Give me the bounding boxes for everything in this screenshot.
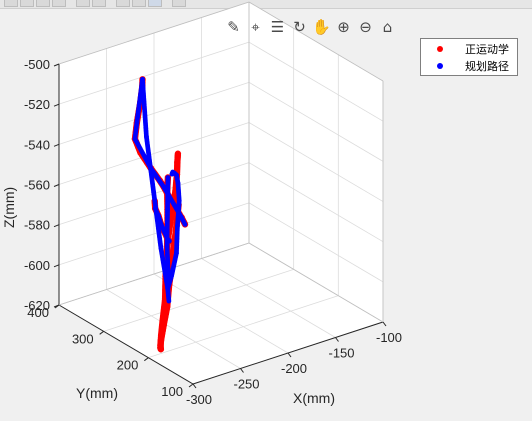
x-tick-label: -100 bbox=[376, 330, 402, 345]
series-2 bbox=[132, 76, 188, 304]
box-edge bbox=[58, 1, 250, 65]
x-tick-mark bbox=[192, 383, 197, 389]
y-tick-label: 300 bbox=[72, 331, 94, 346]
toolbar-button[interactable] bbox=[52, 0, 66, 7]
z-tick-label: -520 bbox=[24, 97, 50, 112]
axes-toolbar: ✎ ⌖ ☰ ↻ ✋ ⊕ ⊖ ⌂ bbox=[224, 16, 397, 38]
toolbar-button[interactable] bbox=[132, 0, 146, 7]
toolbar-button[interactable] bbox=[36, 0, 50, 7]
data-point bbox=[166, 298, 172, 304]
box-edge bbox=[58, 242, 250, 306]
y-tick-label: 200 bbox=[117, 358, 139, 373]
brush-icon[interactable]: ✎ bbox=[227, 18, 240, 36]
home-icon[interactable]: ⌂ bbox=[382, 18, 393, 36]
grid-line bbox=[148, 295, 339, 359]
data-points bbox=[131, 76, 189, 353]
x-tick-mark bbox=[287, 352, 292, 358]
data-point bbox=[165, 286, 171, 292]
y-tick-mark bbox=[188, 383, 194, 388]
y-tick-mark bbox=[99, 330, 104, 335]
x-tick-mark bbox=[382, 321, 387, 327]
legend-item: 正运动学 bbox=[421, 41, 517, 57]
grid-line bbox=[58, 81, 250, 145]
data-point bbox=[166, 281, 171, 287]
toolbar-button[interactable] bbox=[172, 0, 186, 7]
legend-label: 规划路径 bbox=[465, 60, 509, 73]
z-tick-mark bbox=[53, 143, 60, 147]
axes-box bbox=[58, 1, 384, 385]
rotate-3d-icon[interactable]: ↻ bbox=[293, 18, 306, 36]
grid-line bbox=[58, 122, 250, 185]
z-axis-label: Z(mm) bbox=[1, 187, 17, 228]
legend[interactable]: 正运动学 规划路径 bbox=[420, 38, 518, 76]
legend-marker bbox=[437, 46, 443, 52]
x-tick-label: -300 bbox=[186, 392, 212, 407]
z-tick-label: -620 bbox=[24, 298, 50, 313]
tick-labels: -300 -250 -200 -150 -100 100 200 300 400-620 -600… bbox=[24, 57, 402, 407]
legend-item: 规划路径 bbox=[421, 58, 517, 74]
legend-label: 正运动学 bbox=[465, 43, 509, 56]
z-tick-label: -500 bbox=[24, 57, 50, 72]
legend-marker bbox=[437, 63, 443, 69]
y-axis-line bbox=[58, 304, 194, 385]
z-tick-label: -600 bbox=[24, 258, 50, 273]
z-tick-mark bbox=[53, 224, 60, 228]
toolbar-button[interactable] bbox=[76, 0, 90, 7]
axes-panes bbox=[59, 2, 383, 384]
y-tick-label: 100 bbox=[161, 384, 183, 399]
x-tick-label: -200 bbox=[281, 361, 307, 376]
x-tick-label: -250 bbox=[233, 377, 259, 392]
grid-line bbox=[58, 41, 250, 105]
toolbar-button[interactable] bbox=[4, 0, 18, 7]
grid-line bbox=[248, 41, 384, 122]
pan-icon[interactable]: ✋ bbox=[312, 18, 331, 36]
toolbar-button[interactable] bbox=[20, 0, 34, 7]
zoom-out-icon[interactable]: ⊖ bbox=[359, 18, 372, 36]
grid-line bbox=[106, 289, 241, 369]
grid-line bbox=[248, 81, 384, 162]
z-tick-mark bbox=[53, 184, 60, 187]
data-point bbox=[174, 150, 182, 157]
z-tick-mark bbox=[53, 63, 60, 67]
x-tick-label: -150 bbox=[328, 346, 354, 361]
y-tick-mark bbox=[144, 357, 149, 362]
toolbar-button[interactable] bbox=[92, 0, 106, 7]
grid-line bbox=[248, 202, 384, 283]
x-tick-mark bbox=[335, 337, 339, 342]
grid-line bbox=[248, 162, 384, 243]
z-tick-label: -580 bbox=[24, 218, 50, 233]
grid-line bbox=[201, 258, 336, 338]
box-edge bbox=[248, 1, 384, 82]
zoom-in-icon[interactable]: ⊕ bbox=[337, 18, 350, 36]
grid-line bbox=[153, 273, 289, 354]
figure-toolbar bbox=[0, 0, 532, 9]
y-tick-label: 400 bbox=[27, 305, 49, 320]
z-tick-mark bbox=[53, 103, 60, 107]
data-tips-icon[interactable]: ☰ bbox=[270, 18, 285, 36]
x-axis-label: X(mm) bbox=[293, 390, 335, 406]
x-tick-mark bbox=[240, 368, 244, 373]
grid-line bbox=[58, 202, 250, 266]
grid-line bbox=[248, 122, 384, 202]
z-tick-mark bbox=[53, 304, 60, 308]
grid-line bbox=[103, 268, 294, 332]
data-cursor-icon[interactable]: ⌖ bbox=[251, 18, 260, 36]
z-tick-label: -540 bbox=[24, 137, 50, 152]
z-tick-label: -560 bbox=[24, 178, 50, 193]
toolbar-button[interactable] bbox=[148, 0, 162, 7]
toolbar-button[interactable] bbox=[116, 0, 130, 7]
y-axis-label: Y(mm) bbox=[76, 385, 118, 401]
box-edge bbox=[248, 242, 384, 323]
z-tick-mark bbox=[53, 264, 60, 268]
data-point bbox=[182, 222, 188, 227]
